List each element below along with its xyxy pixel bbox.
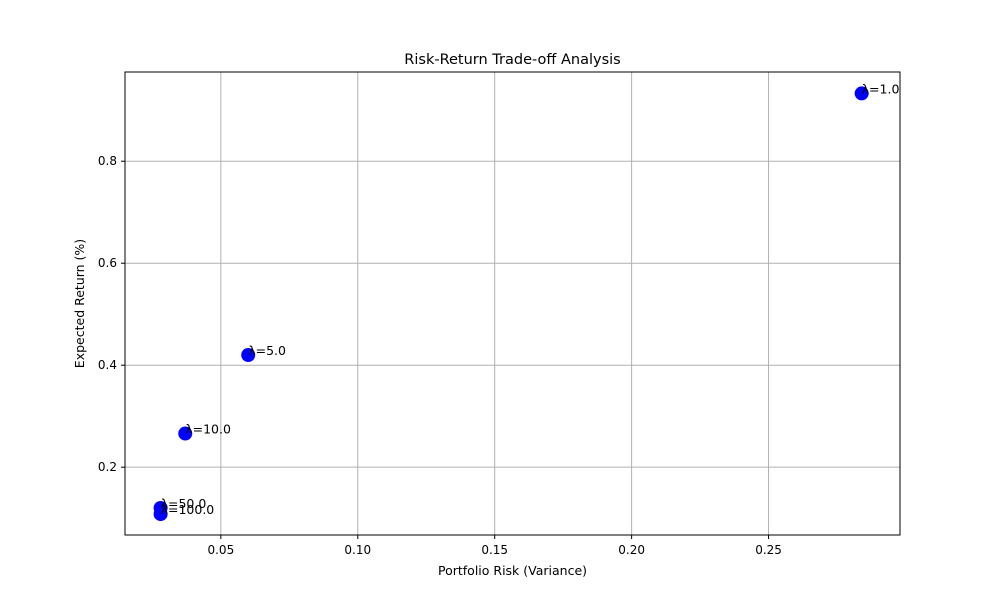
y-tick-label: 0.8: [98, 154, 117, 168]
y-tick-label: 0.2: [98, 460, 117, 474]
x-tick-label: 0.25: [755, 543, 782, 557]
point-label: λ=100.0: [161, 502, 215, 517]
y-tick-label: 0.6: [98, 256, 117, 270]
point-label: λ=10.0: [185, 422, 231, 437]
x-tick-label: 0.10: [344, 543, 371, 557]
point-label: λ=5.0: [248, 343, 286, 358]
x-tick-label: 0.15: [481, 543, 508, 557]
point-labels: λ=1.0 λ=5.0 λ=10.0 λ=50.0λ=100.0: [161, 81, 900, 517]
x-tick-label: 0.20: [618, 543, 645, 557]
chart-title: Risk-Return Trade-off Analysis: [404, 52, 620, 68]
scatter-point: [241, 348, 256, 363]
point-label: λ=50.0: [161, 496, 207, 511]
x-tick-label: 0.05: [207, 543, 234, 557]
x-axis-label: Portfolio Risk (Variance): [438, 563, 587, 578]
y-axis-label: Expected Return (%): [72, 239, 87, 368]
y-axis-ticks: 0.2 0.4 0.6 0.8: [98, 154, 125, 474]
data-points: [153, 86, 869, 522]
scatter-point: [854, 86, 869, 101]
y-tick-label: 0.4: [98, 358, 117, 372]
grid-layer: [125, 72, 900, 535]
plot-area: [124, 71, 901, 536]
x-axis-ticks: 0.05 0.10 0.15 0.20 0.25: [207, 535, 782, 557]
point-label: λ=1.0: [862, 81, 900, 96]
scatter-point: [153, 507, 168, 522]
scatter-point: [178, 426, 193, 441]
